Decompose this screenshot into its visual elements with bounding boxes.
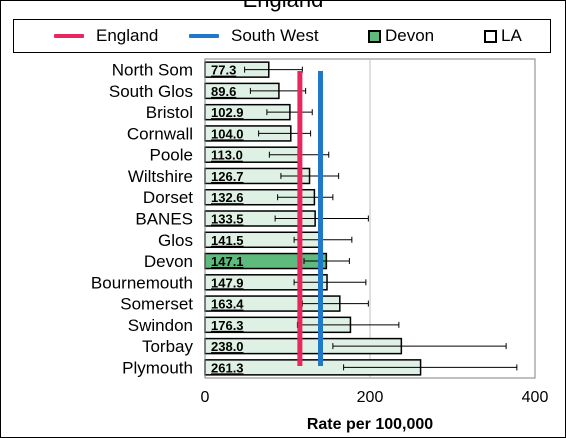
data-label: 176.3 [211,318,244,333]
y-tick-label: Devon [144,252,193,271]
y-tick-label: Torbay [142,337,194,356]
legend-item-south-west: South West [189,20,319,52]
y-tick-label: BANES [135,210,193,229]
y-tick-label: South Glos [109,82,193,101]
x-tick-label: 400 [522,389,549,406]
y-tick-label: Somerset [120,295,193,314]
y-tick-label: Bournemouth [91,273,193,292]
x-tick-label: 200 [357,389,384,406]
y-tick-label: Dorset [143,188,193,207]
y-tick-label: Swindon [128,316,193,335]
data-label: 141.5 [211,233,244,248]
x-axis-label: Rate per 100,000 [307,416,433,433]
legend-item-devon: Devon [368,20,434,52]
legend-swatch-south-west [189,34,219,38]
data-label: 132.6 [211,190,244,205]
legend-item-england: England [54,20,158,52]
data-label: 126.7 [211,169,244,184]
data-label: 113.0 [211,148,243,163]
legend-label-south-west: South West [231,26,319,45]
x-tick-label: 0 [201,389,210,406]
legend-label-devon: Devon [385,26,435,45]
data-label: 133.5 [211,212,244,227]
y-tick-label: Wiltshire [128,167,193,186]
data-label: 104.0 [211,126,244,141]
data-label: 238.0 [211,339,244,354]
data-label: 147.1 [211,254,244,269]
y-tick-label: North Som [112,61,193,80]
data-label: 163.4 [211,297,244,312]
data-label: 261.3 [211,360,244,375]
legend-swatch-england [54,34,84,38]
y-tick-label: Bristol [146,103,193,122]
data-label: 89.6 [211,84,236,99]
data-label: 102.9 [211,105,244,120]
chart-legend: England South West Devon LA [13,19,551,53]
legend-label-la: LA [501,26,522,45]
y-tick-label: Poole [150,146,193,165]
data-label: 147.9 [211,275,244,290]
data-label: 77.3 [211,63,236,78]
y-tick-label: Glos [158,231,193,250]
legend-item-la: LA [484,20,522,52]
y-tick-label: Plymouth [122,358,193,377]
y-tick-label: Cornwall [127,124,193,143]
legend-swatch-la [484,29,497,43]
legend-swatch-devon [368,29,381,43]
legend-label-england: England [96,26,159,45]
chart-title: England [1,0,565,13]
